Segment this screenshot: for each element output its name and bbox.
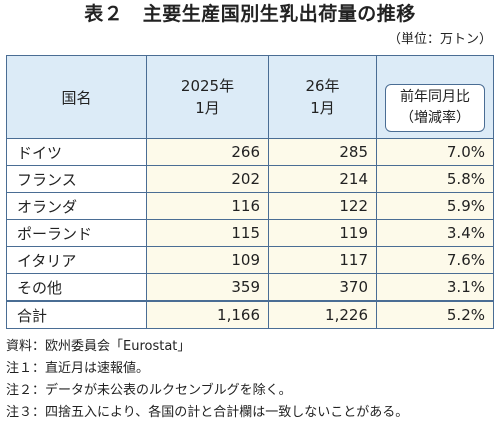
row-country: その他 [6, 273, 147, 302]
row-2025: 359 [146, 273, 269, 302]
header-yoy-box: 前年同月比 （増減率） [385, 84, 485, 132]
header-2025-month: 1月 [195, 99, 220, 117]
table-row: フランス 202 214 5.8% [6, 165, 494, 193]
row-2025: 202 [146, 165, 269, 193]
source-note: 資料：欧州委員会「Eurostat」 [6, 339, 191, 354]
header-2026-month: 1月 [310, 99, 335, 117]
table-row: その他 359 370 3.1% [6, 273, 494, 302]
table-title: 表２ 主要生産国別生乳出荷量の推移 [84, 3, 416, 25]
row-country: フランス [6, 165, 147, 193]
header-yoy-label: 前年同月比 [400, 89, 470, 105]
row-2026: 119 [268, 219, 377, 247]
row-2025: 115 [146, 219, 269, 247]
row-yoy: 7.6% [376, 246, 494, 274]
table-row-total: 合計 1,166 1,226 5.2% [6, 300, 494, 329]
row-country: イタリア [6, 246, 147, 274]
header-country: 国名 [6, 55, 147, 139]
note-3: 注３：四捨五入により、各国の計と合計欄は一致しないことがある。 [6, 405, 409, 420]
table-row: ドイツ 266 285 7.0% [6, 138, 494, 166]
row-yoy: 3.1% [376, 273, 494, 302]
milk-shipment-table: 国名 2025年 1月 26年 1月 前年同月比 （増減率） [6, 55, 494, 329]
header-2026-year: 26年 [305, 77, 340, 95]
note-1: 注１：直近月は速報値。 [6, 361, 150, 376]
header-2026-jan: 26年 1月 [268, 55, 377, 139]
row-2026: 117 [268, 246, 377, 274]
header-yoy: 前年同月比 （増減率） [376, 55, 494, 139]
table-row: イタリア 109 117 7.6% [6, 246, 494, 274]
table-row: ポーランド 115 119 3.4% [6, 219, 494, 247]
header-yoy-sub: （増減率） [400, 110, 470, 126]
row-country: ドイツ [6, 138, 147, 166]
row-2025: 266 [146, 138, 269, 166]
row-yoy: 5.2% [376, 300, 494, 329]
header-2025-jan: 2025年 1月 [146, 55, 269, 139]
row-2025: 109 [146, 246, 269, 274]
row-yoy: 3.4% [376, 219, 494, 247]
row-2026: 370 [268, 273, 377, 302]
header-2025-year: 2025年 [180, 77, 235, 95]
row-2025: 116 [146, 192, 269, 220]
header-row: 国名 2025年 1月 26年 1月 前年同月比 （増減率） [6, 55, 494, 139]
row-country: ポーランド [6, 219, 147, 247]
row-yoy: 7.0% [376, 138, 494, 166]
row-yoy: 5.9% [376, 192, 494, 220]
unit-label: （単位：万トン） [387, 32, 492, 47]
row-country: オランダ [6, 192, 147, 220]
table-row: オランダ 116 122 5.9% [6, 192, 494, 220]
row-2026: 214 [268, 165, 377, 193]
row-2026: 122 [268, 192, 377, 220]
notes: 資料：欧州委員会「Eurostat」 注１：直近月は速報値。 注２：データが未公… [6, 336, 496, 424]
row-2026: 285 [268, 138, 377, 166]
row-country: 合計 [6, 300, 147, 329]
row-yoy: 5.8% [376, 165, 494, 193]
row-2025: 1,166 [146, 300, 269, 329]
note-2: 注２：データが未公表のルクセンブルグを除く。 [6, 383, 292, 398]
row-2026: 1,226 [268, 300, 377, 329]
